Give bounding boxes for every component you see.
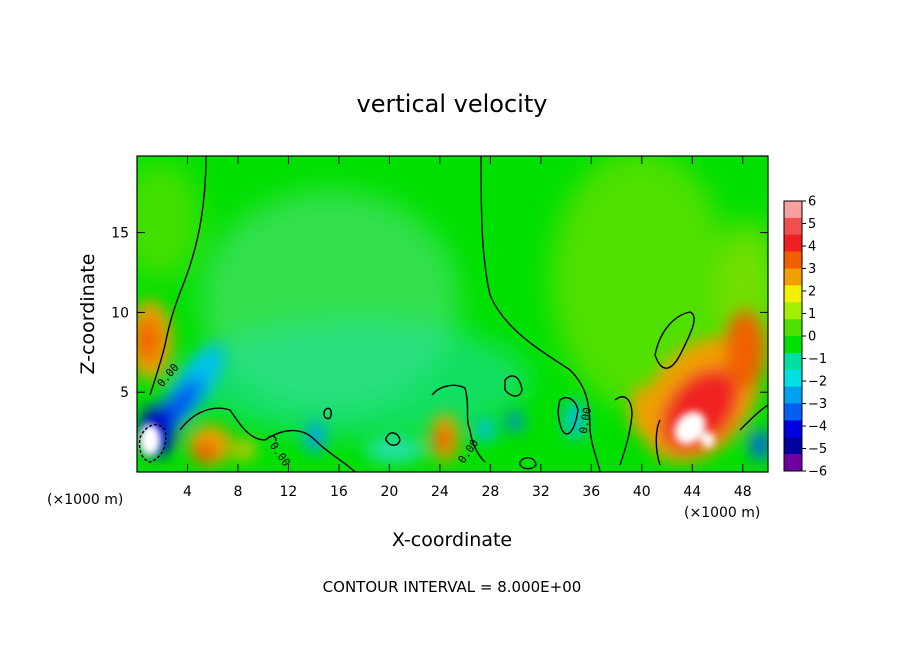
y-axis: 5 10 15 — [111, 226, 768, 401]
colorbar-swatch — [784, 437, 802, 455]
x-tick-label: 48 — [734, 484, 752, 500]
colorbar-swatch — [784, 403, 802, 421]
x-tick-label: 32 — [532, 484, 550, 500]
x-unit-label-left: (×1000 m) — [47, 492, 123, 508]
plot-frame — [136, 155, 769, 473]
y-tick-label: 10 — [111, 305, 129, 321]
colorbar-tick-label: −2 — [808, 375, 827, 390]
colorbar-swatch — [784, 251, 802, 269]
y-tick-label: 15 — [111, 226, 129, 242]
colorbar-tick-label: −5 — [808, 442, 827, 457]
x-tick-label: 16 — [330, 484, 348, 500]
colorbar-tick-label: 3 — [808, 262, 816, 277]
x-tick-label: 8 — [233, 484, 242, 500]
colorbar-tick-label: −1 — [808, 352, 827, 367]
x-axis: 4 8 12 16 20 24 28 32 36 40 44 48 — [183, 156, 752, 500]
x-tick-label: 4 — [183, 484, 192, 500]
colorbar-swatch — [784, 234, 802, 252]
colorbar-swatch — [784, 420, 802, 438]
colorbar-swatch — [784, 352, 802, 371]
colorbar-tick-label: 5 — [808, 217, 816, 232]
y-axis-label: Z-coordinate — [77, 254, 99, 375]
x-tick-label: 20 — [380, 484, 398, 500]
colorbar-tick-label: −3 — [808, 397, 827, 412]
colorbar-tick-label: 0 — [808, 330, 816, 345]
chart-title: vertical velocity — [357, 90, 548, 118]
colorbar-tick-label: 4 — [808, 240, 816, 255]
contour-lines — [138, 156, 768, 472]
contour-label: 0.00 — [577, 406, 594, 434]
colorbar-swatch — [784, 302, 802, 320]
heatmap-field — [137, 156, 768, 472]
colorbar-tick-label: −6 — [808, 465, 827, 480]
y-tick-label: 5 — [120, 385, 129, 401]
x-tick-label: 40 — [633, 484, 651, 500]
x-tick-label: 44 — [683, 484, 701, 500]
colorbar-swatch — [784, 285, 802, 303]
colorbar-swatch — [784, 319, 802, 337]
colorbar-swatch — [784, 217, 802, 236]
contour-interval-note: CONTOUR INTERVAL = 8.000E+00 — [323, 578, 582, 596]
colorbar-swatch — [784, 369, 802, 387]
colorbar-swatch — [784, 268, 802, 286]
colorbar-swatch — [784, 201, 802, 219]
x-tick-label: 28 — [481, 484, 499, 500]
colorbar-swatch — [784, 454, 802, 472]
colorbar-tick-label: 1 — [808, 307, 816, 322]
x-axis-label: X-coordinate — [392, 529, 512, 551]
colorbar-swatch — [784, 386, 802, 404]
x-tick-label: 12 — [280, 484, 298, 500]
colorbar: 6 5 4 3 2 1 0 −1 −2 −3 −4 −5 −6 — [783, 195, 827, 480]
x-tick-label: 36 — [582, 484, 600, 500]
colorbar-swatch — [784, 336, 802, 354]
x-tick-label: 24 — [431, 484, 449, 500]
colorbar-tick-label: −4 — [808, 420, 827, 435]
x-unit-label-right: (×1000 m) — [684, 505, 760, 521]
colorbar-tick-label: 6 — [808, 195, 816, 210]
colorbar-tick-label: 2 — [808, 285, 816, 300]
